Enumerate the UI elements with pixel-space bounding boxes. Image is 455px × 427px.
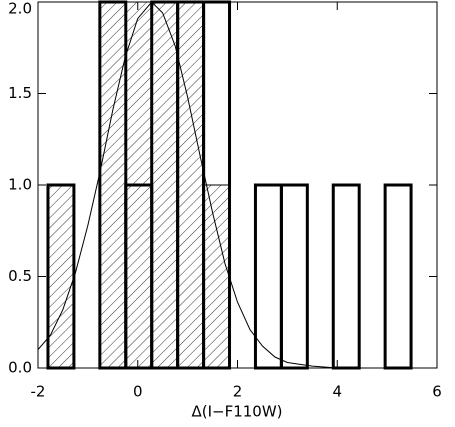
x-tick-label: 6 — [432, 383, 442, 401]
y-tick-label: 1.5 — [8, 84, 32, 102]
hatched-bar — [177, 1, 205, 369]
x-axis-label: Δ(I−F110W) — [191, 403, 282, 421]
bar — [383, 183, 413, 370]
bar — [279, 183, 309, 370]
hatched-bar — [203, 184, 231, 369]
y-tick-label: 0.0 — [8, 359, 32, 377]
x-tick-label: 0 — [133, 383, 143, 401]
hatched-bar — [99, 1, 127, 369]
x-tick-label: -2 — [31, 383, 46, 401]
bar — [253, 183, 283, 370]
y-tick-label: 2.0 — [8, 0, 32, 18]
model-curve — [38, 2, 338, 368]
y-tick-label: 1.0 — [8, 176, 32, 194]
hatched-bar — [151, 1, 179, 369]
hatched-bar — [47, 184, 75, 369]
y-tick-label: 0.5 — [8, 267, 32, 285]
plot-area — [38, 0, 413, 370]
x-tick-label: 2 — [233, 383, 243, 401]
bar — [331, 183, 361, 370]
plot-frame — [37, 1, 438, 369]
x-tick-label: 4 — [332, 383, 342, 401]
